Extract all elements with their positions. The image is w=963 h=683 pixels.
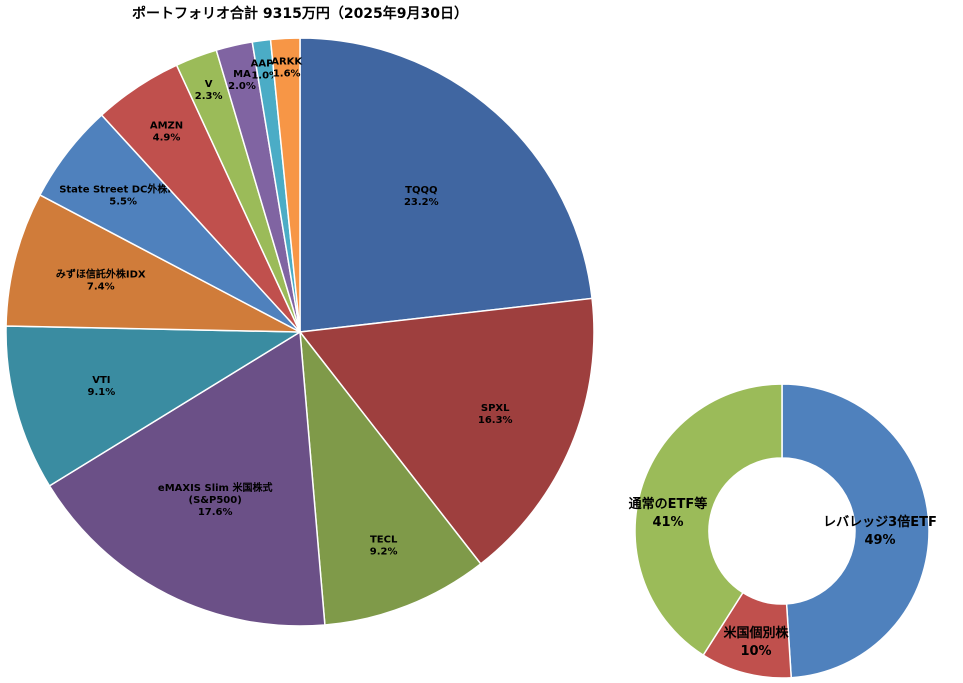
pie-slice-value-label: 7.4% (87, 282, 115, 293)
pie-slice-value-label: 1.6% (273, 69, 301, 80)
category-donut: レバレッジ3倍ETF 49% 米国個別株 10% 通常のETF等 41% (629, 383, 937, 679)
pie-slice-name-label: みずほ信託外株IDX (56, 268, 146, 281)
pie-slice (269, 37, 301, 333)
donut-segment (634, 383, 783, 657)
pie-slice-value-label: 1.0% (251, 71, 279, 82)
pie-slice-name-label: V (205, 79, 213, 90)
pie-slice-value-label: 17.6% (198, 507, 233, 518)
pie-slice (5, 325, 303, 487)
pie-slice-value-label: 9.2% (370, 547, 398, 558)
donut-segment-name-label: 通常のETF等 (629, 496, 708, 512)
pie-slice-value-label: 2.3% (195, 91, 223, 102)
pie-slice-value-label: 9.1% (88, 387, 116, 398)
donut-segment-value-label: 41% (652, 515, 683, 530)
pie-slice-name-label: TECL (370, 535, 398, 546)
pie-slice-name-label: MA (233, 69, 251, 80)
pie-slice-value-label: 23.2% (404, 197, 439, 208)
pie-slice-name-label: (S&P500) (189, 495, 242, 506)
donut-segment-name-label: 米国個別株 (723, 625, 789, 641)
pie-slice-name-label: State Street DC外株IDX (59, 182, 187, 195)
donut-segment (781, 383, 930, 679)
pie-slice-name-label: ARKK (271, 57, 303, 68)
pie-slice-value-label: 16.3% (478, 415, 513, 426)
chart-title: ポートフォリオ合計 9315万円（2025年9月30日） (131, 6, 469, 22)
pie-slice (298, 297, 595, 565)
pie-slice-name-label: AAPL (251, 59, 281, 70)
pie-slice (299, 329, 482, 626)
donut-segment-name-label: レバレッジ3倍ETF (823, 514, 937, 530)
pie-slice-name-label: TQQQ (405, 185, 437, 196)
pie-slice-name-label: SPXL (481, 403, 510, 414)
donut-segment-value-label: 10% (740, 644, 771, 659)
pie-slice-value-label: 2.0% (228, 81, 256, 92)
donut-segment-value-label: 49% (864, 533, 895, 548)
pie-slice-name-label: VTI (92, 375, 110, 386)
pie-slice (5, 193, 301, 333)
pie-slice (48, 330, 326, 627)
pie-slice-name-label: eMAXIS Slim 米国株式 (158, 481, 273, 494)
pie-slice-name-label: AMZN (150, 120, 183, 131)
pie-slice-value-label: 4.9% (153, 132, 181, 143)
pie-slice-value-label: 5.5% (109, 196, 137, 207)
pie-slice (299, 37, 593, 333)
